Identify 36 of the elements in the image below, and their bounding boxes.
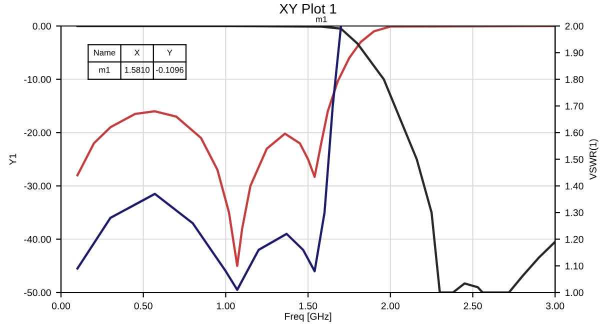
y-tick-label: 0.00 <box>32 22 51 30</box>
y2-tick-label: 1.40 <box>566 182 584 190</box>
annotation: m1 <box>316 16 327 22</box>
y2-tick-label: 1.30 <box>566 209 584 216</box>
line-series <box>76 26 342 291</box>
chart-title: XY Plot 1 <box>280 3 336 14</box>
annotation: 1.5810 <box>124 66 150 73</box>
x-tick-label: 2.50 <box>464 302 482 310</box>
y2-tick-label: 1.80 <box>566 76 584 83</box>
y-tick-label: -20.00 <box>24 129 51 136</box>
x-tick-label: 0.50 <box>134 302 152 310</box>
x-tick-label: 3.00 <box>546 302 564 310</box>
x-tick-label: 2.00 <box>381 302 400 310</box>
y-tick-label: -40.00 <box>24 236 51 243</box>
y2-tick-label: 1.60 <box>566 129 584 136</box>
y-tick-label: -30.00 <box>24 182 51 190</box>
y-tick-label: -10.00 <box>24 76 51 83</box>
y2-axis-title: VSWR(1) <box>589 139 598 180</box>
x-tick-label: 1.50 <box>299 302 318 310</box>
annotation: X <box>134 50 140 56</box>
annotation: m1 <box>99 67 110 73</box>
annotation: Name <box>94 50 116 56</box>
y2-tick-label: 1.50 <box>566 156 584 163</box>
y2-tick-label: 1.10 <box>566 262 584 270</box>
x-tick-label: 1.00 <box>216 302 235 310</box>
y-tick-label: -50.00 <box>24 289 51 296</box>
y2-tick-label: 1.90 <box>566 49 584 56</box>
x-tick-label: 0.00 <box>52 302 70 310</box>
x-axis-title: Freq [GHz] <box>285 312 332 322</box>
annotation: Y <box>167 50 172 56</box>
y2-tick-label: 1.20 <box>566 236 584 243</box>
y2-tick-label: 2.00 <box>565 22 584 30</box>
y-axis-title: Y1 <box>9 154 16 165</box>
y2-tick-label: 1.00 <box>566 289 584 296</box>
annotation: -0.1096 <box>156 66 184 73</box>
y2-tick-label: 1.70 <box>566 102 584 110</box>
